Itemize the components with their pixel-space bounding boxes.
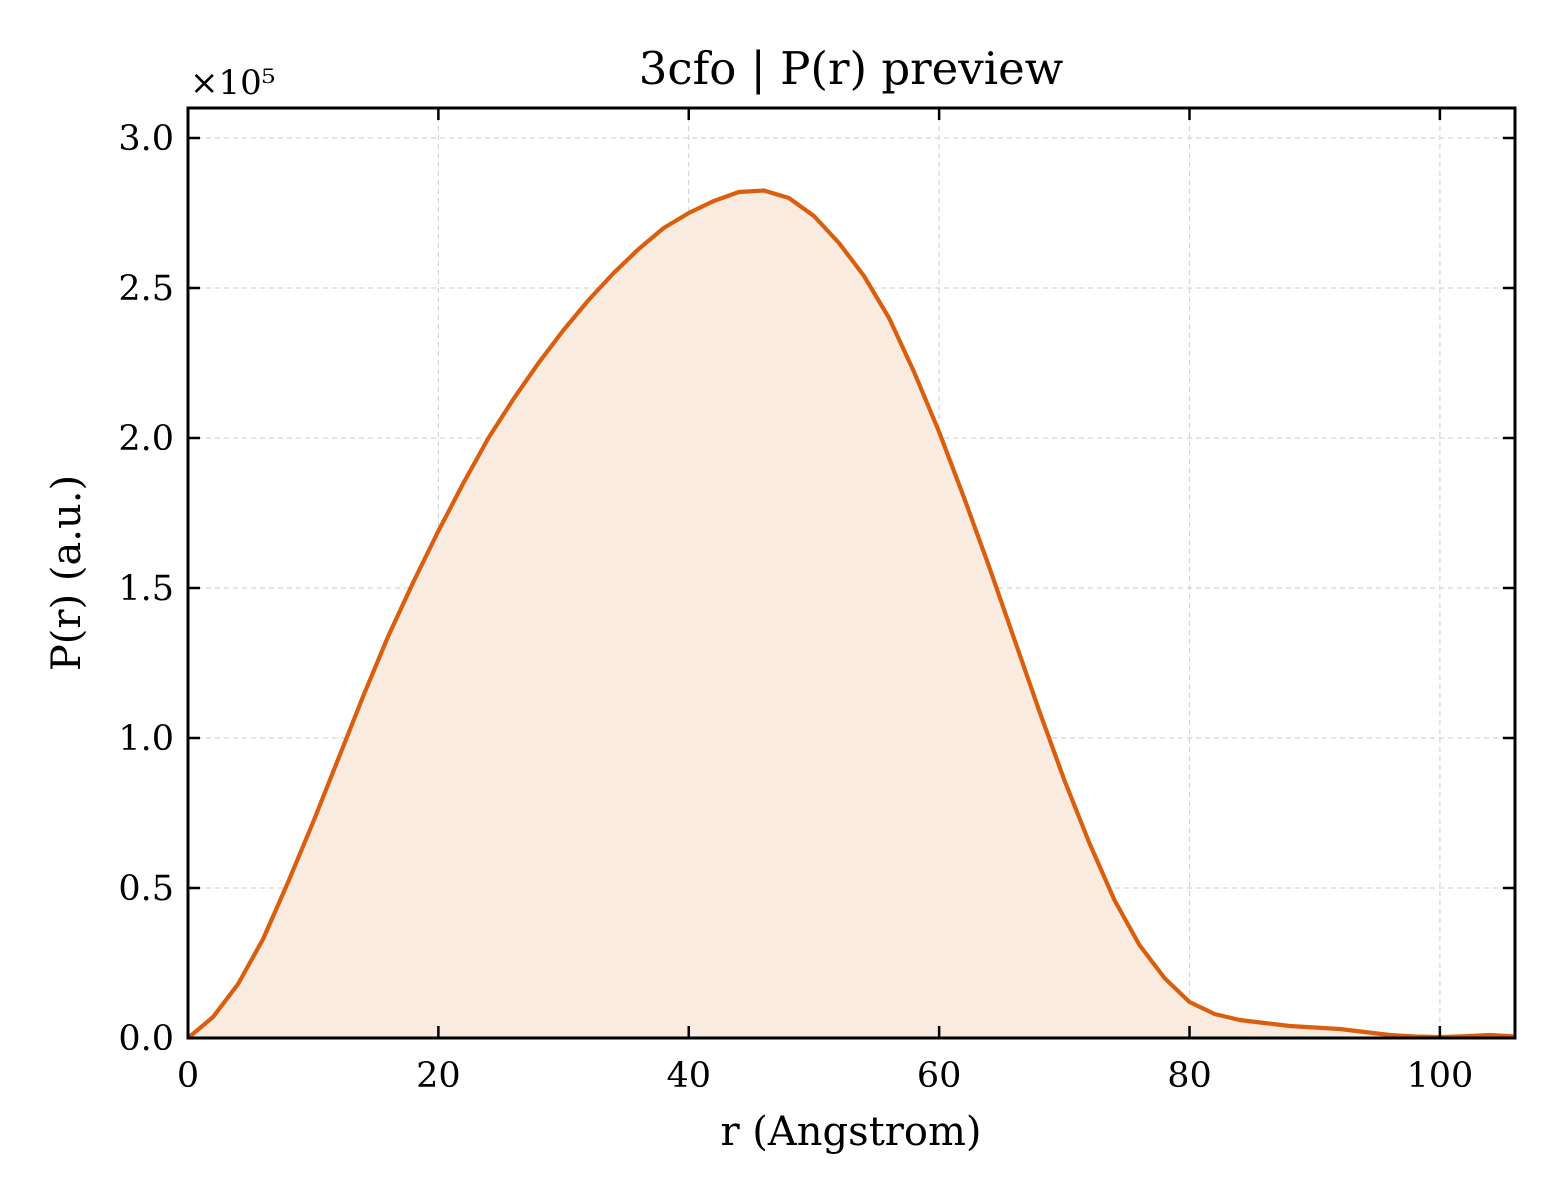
axis-ticks [186,108,1515,1040]
chart-title: 3cfo | P(r) preview [639,42,1063,95]
y-axis-label: P(r) (a.u.) [44,475,90,671]
y-tick-label: 0.5 [118,869,174,909]
x-tick-labels: 0 20 40 60 80 100 [177,1056,1473,1096]
y-tick-label: 2.5 [118,269,174,309]
x-axis-label: r (Angstrom) [720,1109,981,1155]
y-tick-label: 2.0 [118,419,174,459]
y-tick-label: 1.0 [118,719,174,759]
x-tick-label: 60 [917,1056,962,1096]
x-tick-label: 40 [666,1056,711,1096]
y-axis-multiplier: ×10⁵ [190,63,275,103]
pr-curve [186,188,1516,1040]
y-tick-labels: 0.0 0.5 1.0 1.5 2.0 2.5 3.0 [118,119,174,1059]
y-tick-label: 1.5 [118,569,174,609]
x-tick-label: 100 [1406,1056,1473,1096]
pr-area-fill [188,190,1515,1038]
x-tick-label: 20 [416,1056,461,1096]
y-tick-label: 0.0 [118,1019,174,1059]
y-tick-label: 3.0 [118,119,174,159]
plot-frame [186,106,1517,1040]
x-tick-label: 0 [177,1056,199,1096]
x-tick-label: 80 [1167,1056,1212,1096]
